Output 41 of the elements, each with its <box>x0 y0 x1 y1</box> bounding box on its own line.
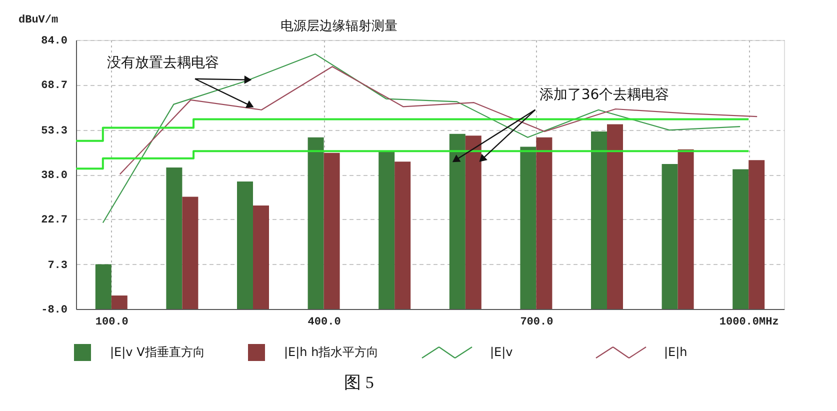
bar <box>662 164 678 309</box>
annotation: 添加了36个去耦电容 <box>539 86 670 103</box>
bar <box>732 169 749 309</box>
bar <box>95 264 112 309</box>
bar <box>520 146 536 309</box>
legend-label: |E|h <box>664 345 688 359</box>
annotation: 没有放置去耦电容 <box>107 54 219 71</box>
bar <box>591 132 607 309</box>
bar <box>182 196 198 309</box>
x-tick-label: 400.0 <box>308 316 341 328</box>
bar <box>536 137 552 309</box>
y-tick-label: -8.0 <box>41 304 68 316</box>
y-tick-label: 53.3 <box>41 125 68 138</box>
legend-label: |E|v V指垂直方向 <box>110 345 205 359</box>
y-tick-label: 68.7 <box>41 80 68 92</box>
bar <box>166 167 182 309</box>
bar <box>308 137 324 309</box>
x-tick-label: 700.0 <box>520 316 554 328</box>
x-tick-label: 100.0 <box>95 316 128 328</box>
y-axis-title: dBuV/m <box>18 14 59 26</box>
y-tick-label: 22.7 <box>41 214 68 227</box>
x-tick-label: 1000.0MHz <box>719 316 779 328</box>
legend-label: |E|h h指水平方向 <box>284 345 379 359</box>
caption: 图 5 <box>344 373 374 392</box>
bar <box>678 149 694 309</box>
y-tick-label: 84.0 <box>41 36 68 48</box>
line-series <box>102 53 741 224</box>
bar <box>253 205 269 309</box>
y-tick-label: 38.0 <box>41 170 68 182</box>
chart-title: 电源层边缘辐射测量 <box>280 19 398 34</box>
legend-label: |E|v <box>490 345 513 359</box>
bar <box>237 182 253 309</box>
bar <box>449 134 466 309</box>
bar <box>111 296 128 309</box>
bar <box>607 124 623 309</box>
bar <box>324 152 340 309</box>
bar <box>748 160 765 309</box>
bar <box>465 136 482 309</box>
y-tick-label: 7.3 <box>48 260 68 272</box>
bar <box>378 152 395 309</box>
bar <box>394 162 411 309</box>
